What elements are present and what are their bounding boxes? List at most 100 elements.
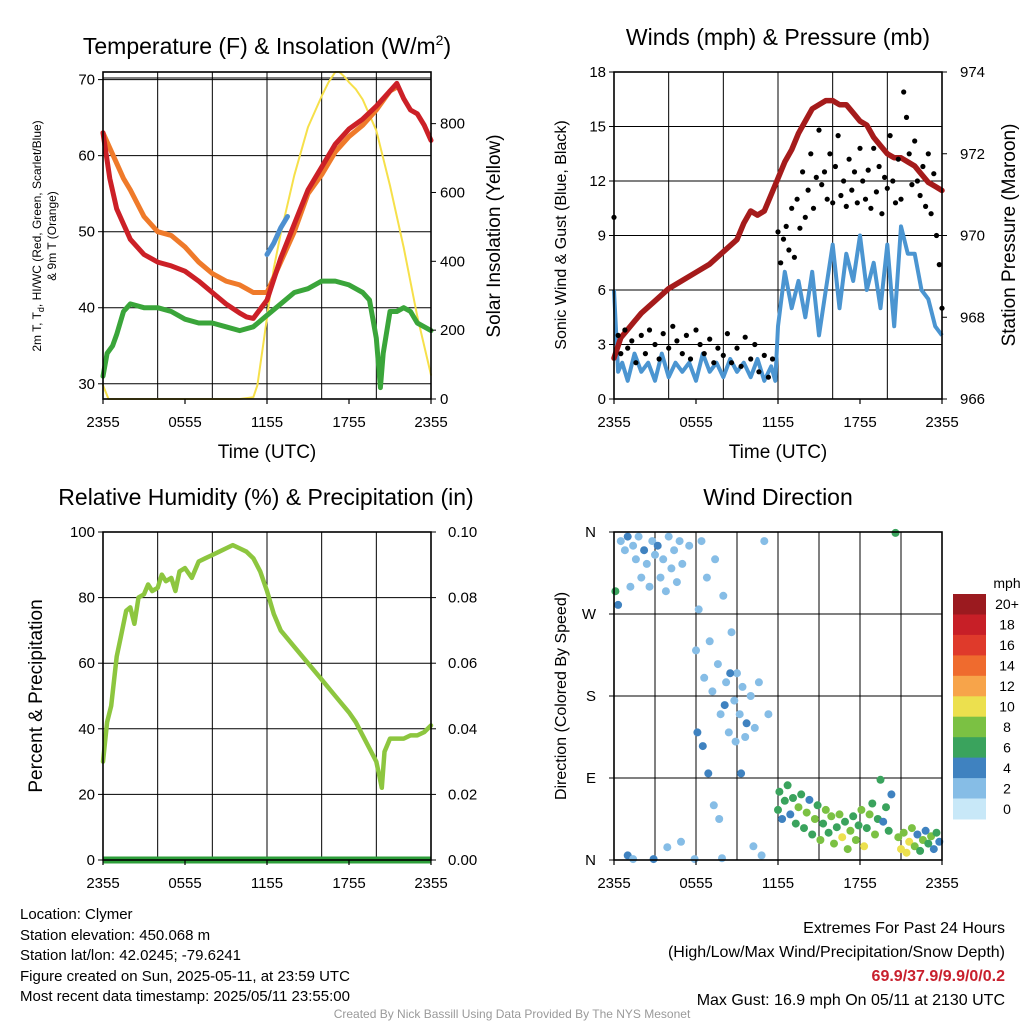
wind-direction-point <box>733 669 741 678</box>
p1-x-tick-label: 2355 <box>86 414 119 431</box>
wind-direction-point <box>720 701 729 710</box>
wind-gust-point <box>738 363 744 369</box>
wind-direction-point <box>693 728 702 737</box>
wind-direction-point <box>849 812 858 821</box>
p2-y-tick-label: 18 <box>589 64 606 81</box>
wind-direction-point <box>659 555 668 564</box>
wind-direction-point <box>718 854 726 863</box>
wind-gust-point <box>701 351 707 357</box>
wind-direction-point <box>846 826 855 835</box>
wind-gust-point <box>816 127 822 133</box>
wind-gust-point <box>873 189 880 195</box>
wind-gust-point <box>901 89 907 95</box>
sonic-wind-line <box>612 224 944 383</box>
wind-direction-point <box>675 537 684 546</box>
station-latlon: Station lat/lon: 42.0245; -79.6241 <box>20 947 242 964</box>
temperature-panel: Temperature (F) & Insolation (W/m2) 2355… <box>30 32 505 463</box>
wind-direction-point <box>929 845 938 854</box>
wind-direction-point <box>808 830 817 839</box>
p3-y-tick-label: 60 <box>78 655 95 672</box>
colorbar-label: 0 <box>1003 801 1011 817</box>
wind-gust-point <box>914 178 921 184</box>
p1-y-tick-label: 50 <box>78 224 95 241</box>
wind-direction-point <box>783 781 792 790</box>
wind-direction-panel: Wind Direction 2355 0555 1155 1755 2355 N E S W… <box>553 484 1021 892</box>
wind-direction-point <box>724 728 733 737</box>
wind-gust-point <box>832 163 839 170</box>
wind-gust-point <box>789 205 795 211</box>
p4-x-tick-label: 0555 <box>679 875 712 892</box>
wind-direction-point <box>670 546 679 555</box>
colorbar-label: 4 <box>1003 760 1011 776</box>
p2-x-tick-label: 1155 <box>762 414 794 431</box>
wind-gust-point <box>679 351 685 357</box>
wind-gust-point <box>756 369 762 375</box>
wind-gust-point <box>841 178 847 184</box>
wind-direction-point <box>857 805 866 814</box>
wind-gust-point <box>775 229 781 235</box>
wind-gust-point <box>824 196 830 202</box>
wind-gust-point <box>860 178 866 184</box>
wind-gust-point <box>622 327 628 333</box>
colorbar-label: 18 <box>999 617 1015 633</box>
speed-colorbar: 20+ 18 16 14 12 10 8 6 4 2 0 <box>953 594 1019 820</box>
winds-panel-x-tick-labels: 2355 0555 1155 1755 2355 <box>597 414 958 431</box>
p2-y2-tick-label: 972 <box>960 146 985 163</box>
winds-panel-y2-tick-labels: 966 968 970 972 974 <box>942 64 985 408</box>
wind-direction-point <box>715 815 724 823</box>
wind-gust-point <box>687 356 694 362</box>
wind-gust-point <box>851 169 858 175</box>
wind-gust-point <box>802 214 808 220</box>
wind-direction-point <box>827 812 836 821</box>
wind-direction-point <box>726 669 735 678</box>
wind-gust-point <box>666 345 672 351</box>
wind-gust-point <box>618 351 624 357</box>
wind-direction-point <box>924 839 933 848</box>
wind-direction-point <box>727 628 736 637</box>
colorbar-swatch <box>953 614 986 636</box>
wind-direction-point <box>819 819 828 828</box>
wind-direction-point <box>629 541 638 550</box>
wind-gust-point <box>783 223 789 229</box>
wind-direction-point <box>702 573 711 582</box>
p3-x-tick-label: 1755 <box>332 875 365 892</box>
wind-gust-point <box>800 169 806 175</box>
wind-gust-point <box>646 327 653 333</box>
wind-direction-point <box>667 564 676 573</box>
extremes-values: 69.9/37.9/9.9/0/0.2 <box>871 968 1005 985</box>
temperature-panel-x-tick-labels: 2355 0555 1155 1755 2355 <box>86 414 447 431</box>
wind-direction-point <box>854 821 863 830</box>
wind-gust-point <box>711 360 717 366</box>
wind-gust-point <box>843 203 849 209</box>
wind-gust-point <box>734 345 740 351</box>
wind-direction-point <box>882 803 890 812</box>
p1-y2-tick-label: 200 <box>440 322 465 339</box>
wind-direction-point <box>832 823 841 832</box>
wind-gust-point <box>778 260 784 266</box>
wind-gust-point <box>697 341 703 348</box>
humidity-panel-frame <box>102 531 432 865</box>
wind-gust-point <box>813 174 819 180</box>
p2-x-tick-label: 1755 <box>843 414 876 431</box>
p4-x-tick-label: 2355 <box>597 875 630 892</box>
humidity-panel-y-tick-labels: 0 20 40 60 80 100 <box>70 524 103 869</box>
wind-direction-point <box>692 646 700 655</box>
wind-gust-point <box>819 182 825 188</box>
wind-gust-point <box>892 200 899 206</box>
p3-y2-tick-label: 0.06 <box>448 655 477 672</box>
wind-gust-point <box>882 174 888 180</box>
wind-direction-point <box>742 719 751 728</box>
wind-gust-point <box>808 151 814 157</box>
p3-x-tick-label: 1155 <box>251 875 283 892</box>
wind-direction-point <box>921 826 930 835</box>
wind-direction-point <box>786 810 795 819</box>
wind-gust-point <box>794 196 800 202</box>
colorbar-label: 10 <box>999 699 1015 715</box>
station-info: Location: Clymer Station elevation: 450.… <box>20 905 350 1008</box>
temperature-panel-frame <box>102 71 432 404</box>
p2-y-tick-label: 12 <box>589 173 606 190</box>
wind-direction-point <box>760 537 769 546</box>
wind-gust-point <box>748 356 754 362</box>
p1-y2-tick-label: 800 <box>440 116 465 133</box>
wind-gust-point <box>933 232 940 239</box>
